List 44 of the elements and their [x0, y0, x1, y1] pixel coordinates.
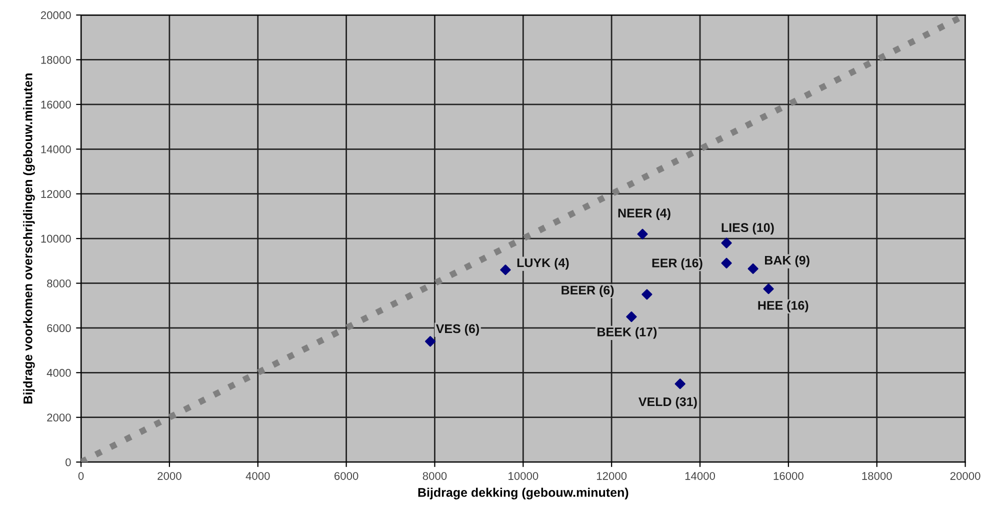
point: [763, 284, 774, 294]
annotation: EER (16): [652, 258, 702, 270]
point: [500, 264, 511, 276]
annotation: VES (6): [436, 324, 479, 336]
annotation: BAK (9): [765, 255, 810, 268]
y-tick-label: 12000: [41, 190, 71, 198]
y-tick-label: 18000: [41, 56, 71, 64]
y-tick-label: 16000: [41, 100, 71, 109]
x-tick-label: 20000: [950, 472, 980, 480]
annotation: LIES (10): [722, 222, 774, 234]
point: [748, 263, 758, 274]
annotation: BEER (6): [562, 285, 614, 298]
y-axis-title: Bijdrage voorkomen overschrijdingen (gebouw.minuten: [23, 74, 35, 404]
y-tick-label: 0: [66, 458, 71, 466]
y-tick-label: 6000: [47, 324, 71, 332]
y-tick-label: 14000: [41, 145, 71, 154]
x-tick-label: 0: [78, 472, 84, 480]
y-tick-label: 10000: [41, 234, 71, 243]
y-tick-label: 2000: [47, 414, 71, 422]
x-tick-label: 18000: [862, 472, 892, 480]
annotation: LUYK (4): [517, 258, 569, 270]
point: [626, 311, 637, 322]
point: [637, 228, 648, 240]
annotation: HEE (16): [758, 300, 808, 312]
annotation: VELD (31): [638, 396, 697, 409]
x-axis-title: Bijdrage dekking (gebouw.minuten): [418, 488, 628, 500]
x-tick-label: 12000: [596, 472, 627, 480]
x-tick-label: 14000: [685, 472, 716, 480]
x-tick-label: 10000: [508, 472, 538, 480]
annotation: BEEK (17): [598, 327, 657, 339]
y-tick-label: 4000: [46, 368, 71, 377]
x-tick-label: 4000: [246, 472, 270, 480]
x-tick-label: 8000: [422, 472, 447, 480]
x-tick-label: 16000: [774, 472, 804, 480]
y-tick-label: 8000: [47, 280, 71, 288]
x-tick-label: 6000: [334, 472, 358, 480]
point: [721, 258, 732, 268]
annotation: NEER (4): [618, 208, 670, 220]
point: [424, 336, 436, 347]
point: [674, 378, 686, 390]
y-tick-label: 20000: [40, 11, 71, 20]
point: [721, 238, 732, 248]
point: [642, 289, 652, 300]
x-tick-label: 2000: [158, 472, 182, 480]
